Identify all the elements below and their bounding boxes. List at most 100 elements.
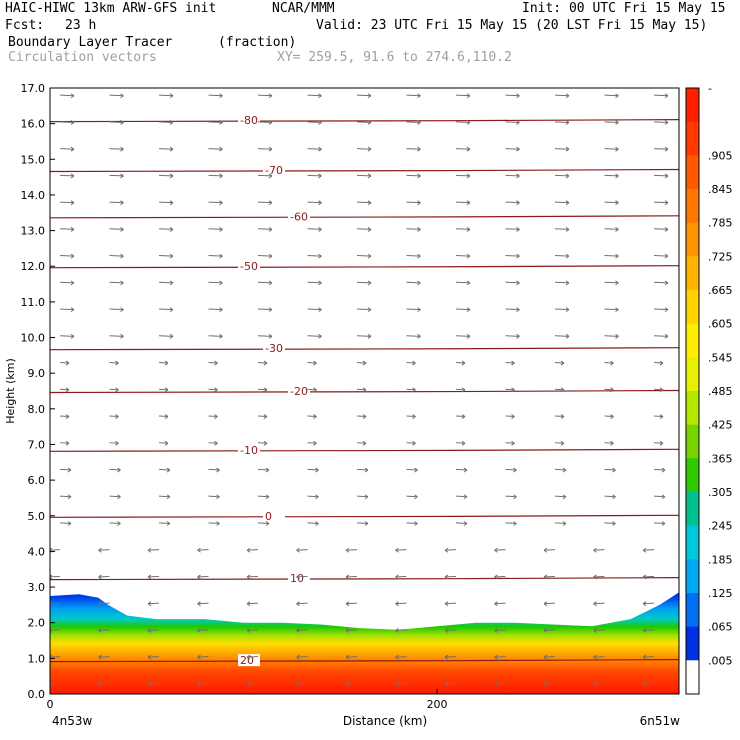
contour-line bbox=[50, 265, 679, 269]
wind-vector bbox=[406, 281, 421, 284]
wind-vector-head bbox=[494, 574, 498, 580]
wind-vector bbox=[307, 255, 322, 257]
wind-vector bbox=[158, 442, 169, 444]
wind-vector-head bbox=[166, 521, 171, 526]
wind-vector-head bbox=[164, 414, 169, 419]
contour-label-bg bbox=[288, 210, 310, 223]
wind-vector-head bbox=[98, 574, 102, 580]
wind-vector-head bbox=[516, 307, 520, 313]
wind-vector bbox=[593, 549, 605, 551]
wind-vector-head bbox=[395, 574, 399, 580]
wind-vector bbox=[356, 522, 369, 524]
wind-vector-head bbox=[664, 146, 669, 152]
colorbar-swatch bbox=[686, 391, 699, 426]
wind-vector-head bbox=[197, 601, 201, 607]
wind-vector bbox=[59, 522, 72, 524]
wind-vector-head bbox=[169, 333, 174, 339]
wind-vector bbox=[296, 575, 308, 578]
wind-vector bbox=[246, 682, 259, 685]
wind-vector bbox=[246, 656, 259, 658]
wind-vector bbox=[356, 415, 367, 418]
wind-vector bbox=[307, 174, 322, 177]
wind-vector-head bbox=[246, 628, 251, 633]
wind-vector bbox=[208, 121, 223, 123]
fcst-label: Fcst: bbox=[5, 18, 45, 33]
colorbar-swatch bbox=[686, 189, 699, 224]
wind-vector bbox=[109, 361, 119, 364]
contour-label-bg bbox=[263, 163, 285, 176]
wind-vector bbox=[208, 335, 223, 337]
wind-vector-head bbox=[318, 253, 322, 259]
wind-vector-head bbox=[516, 333, 520, 339]
wind-vector-head bbox=[70, 280, 75, 286]
wind-vector-head bbox=[117, 494, 121, 500]
wind-vector bbox=[494, 575, 506, 578]
wind-vector bbox=[158, 495, 171, 498]
wind-vector bbox=[208, 148, 223, 150]
wind-vector bbox=[197, 602, 209, 605]
wind-vector bbox=[345, 629, 358, 631]
wind-vector-head bbox=[70, 173, 75, 179]
wind-vector-head bbox=[610, 360, 614, 366]
tracer-area bbox=[50, 592, 679, 694]
wind-vector bbox=[593, 602, 605, 605]
wind-vector-head bbox=[412, 360, 416, 366]
contour-label: -60 bbox=[290, 210, 308, 223]
wind-vector-head bbox=[417, 253, 421, 259]
init-time: Init: 00 UTC Fri 15 May 15 bbox=[522, 1, 726, 16]
wind-vector-head bbox=[296, 547, 300, 553]
wind-vector bbox=[345, 549, 358, 551]
y-tick-label: 5.0 bbox=[28, 510, 46, 523]
wind-vector-head bbox=[494, 654, 498, 660]
y-tick-label: 11.0 bbox=[21, 296, 46, 309]
wind-vector-head bbox=[318, 146, 322, 152]
y-tick-label: 15.0 bbox=[21, 153, 46, 166]
wind-vector bbox=[109, 468, 121, 471]
wind-vector bbox=[642, 629, 655, 631]
wind-vector bbox=[455, 228, 471, 230]
wind-vector bbox=[406, 255, 421, 257]
y-tick-label: 9.0 bbox=[28, 367, 46, 380]
wind-vector bbox=[356, 148, 372, 150]
wind-vector-head bbox=[642, 601, 647, 607]
wind-vector bbox=[307, 121, 322, 123]
wind-vector-head bbox=[615, 120, 619, 125]
wind-vector-head bbox=[444, 547, 449, 553]
field-units: (fraction) bbox=[218, 35, 297, 50]
wind-vector bbox=[109, 415, 119, 418]
wind-vector bbox=[50, 549, 61, 551]
wind-vector-head bbox=[120, 333, 124, 339]
wind-vector-head bbox=[612, 494, 616, 500]
wind-vector-head bbox=[98, 654, 102, 660]
wind-vector-head bbox=[461, 414, 466, 419]
wind-vector-head bbox=[147, 574, 152, 580]
wind-vector-head bbox=[565, 200, 570, 206]
wind-vector bbox=[307, 94, 322, 97]
wind-vector bbox=[543, 682, 556, 685]
x-end-location: 6n51w bbox=[640, 714, 681, 728]
wind-vector bbox=[59, 442, 70, 444]
wind-vector-head bbox=[516, 280, 520, 286]
wind-vector-head bbox=[444, 654, 449, 660]
wind-vector bbox=[554, 308, 570, 311]
wind-vector-head bbox=[166, 494, 171, 500]
wind-vector bbox=[356, 388, 367, 391]
wind-vector bbox=[296, 549, 308, 551]
wind-vector bbox=[604, 468, 616, 471]
wind-vector-head bbox=[362, 360, 367, 366]
wind-vector bbox=[109, 522, 121, 524]
y-tick-label: 0.0 bbox=[28, 688, 46, 701]
wind-vector bbox=[356, 495, 369, 498]
colorbar-label: .125 bbox=[708, 587, 733, 600]
wind-vector bbox=[356, 468, 369, 471]
wind-vector bbox=[147, 549, 160, 551]
wind-vector-head bbox=[466, 226, 471, 232]
field-name: Boundary Layer Tracer bbox=[8, 35, 173, 50]
wind-vector-head bbox=[219, 200, 223, 206]
wind-vector bbox=[307, 335, 322, 337]
wind-vector bbox=[307, 308, 322, 311]
wind-vector bbox=[345, 575, 358, 578]
wind-vector bbox=[356, 442, 367, 444]
wind-vector-head bbox=[565, 333, 570, 339]
wind-vector-head bbox=[664, 333, 669, 339]
